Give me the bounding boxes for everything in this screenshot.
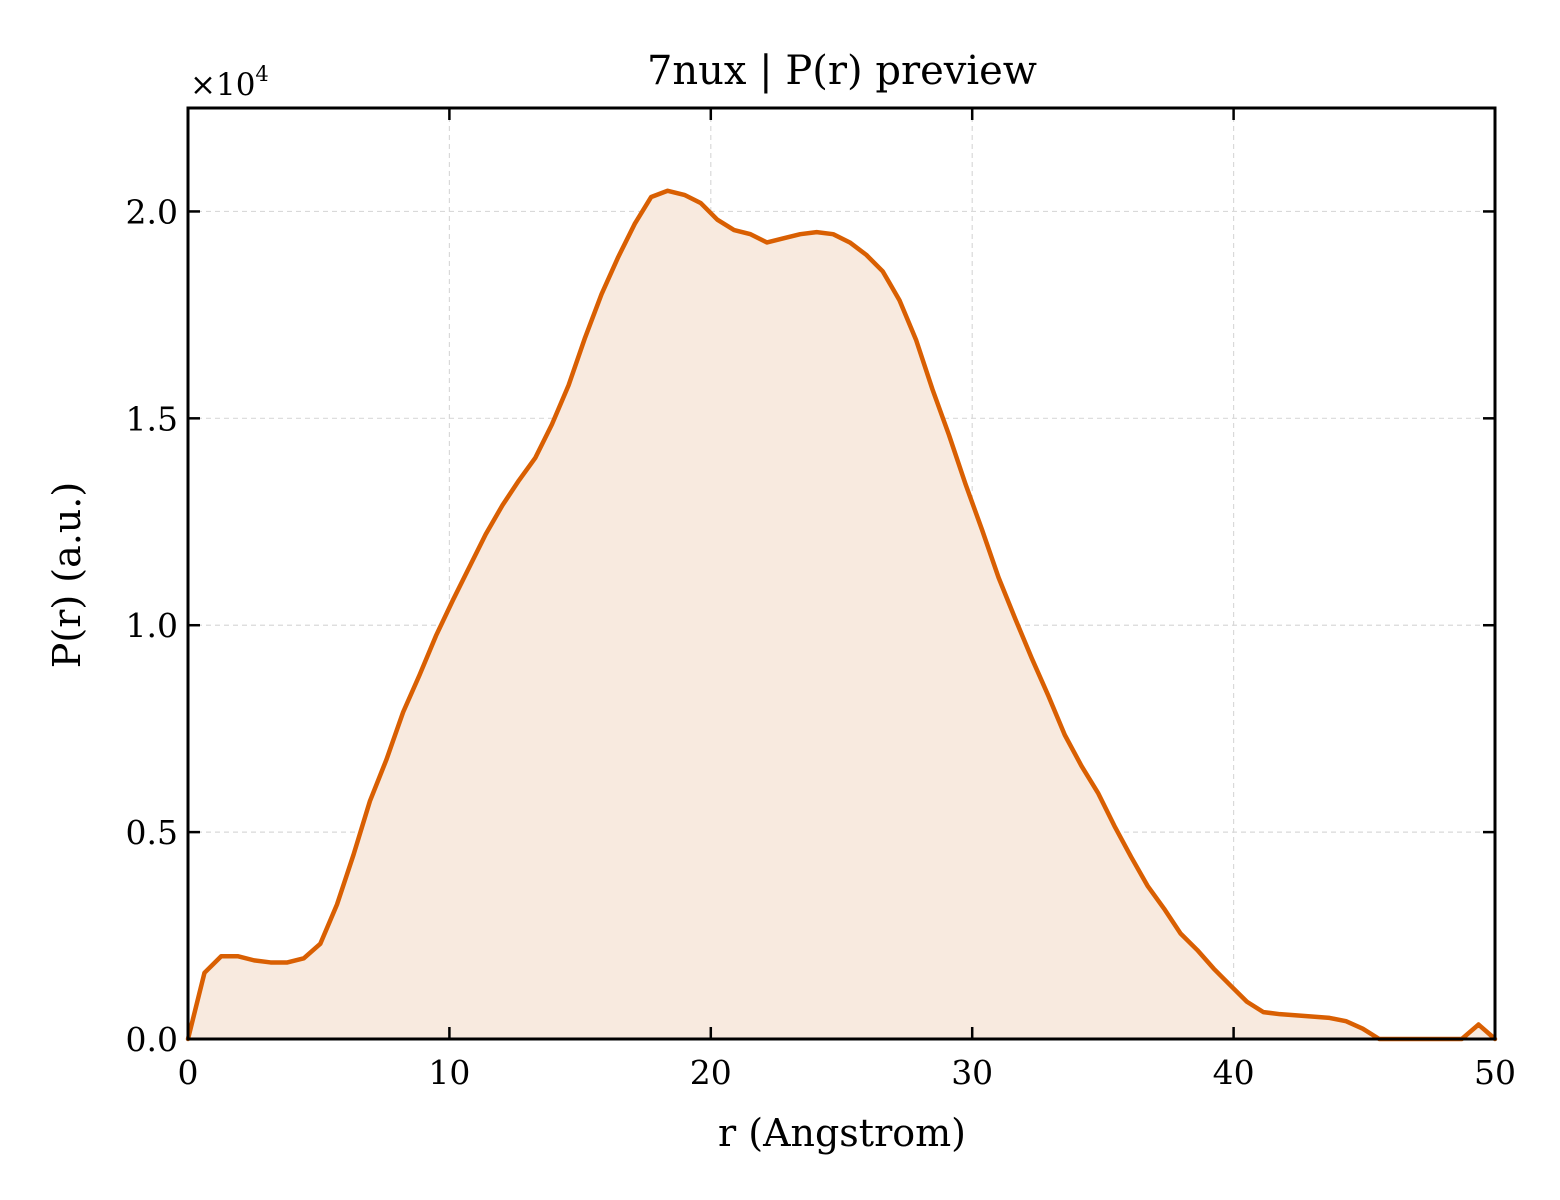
pr-area-fill xyxy=(188,190,1495,1039)
chart-title: 7nux | P(r) preview xyxy=(647,48,1037,94)
y-tick-label: 0.0 xyxy=(126,1020,178,1059)
y-tick-label: 0.5 xyxy=(126,813,178,852)
y-multiplier-exponent: 4 xyxy=(255,62,268,86)
y-multiplier-base: ×10 xyxy=(190,67,255,103)
x-tick-label: 0 xyxy=(178,1053,199,1092)
y-axis-label: P(r) (a.u.) xyxy=(45,482,89,668)
x-axis-label: r (Angstrom) xyxy=(718,1111,966,1155)
x-tick-label: 10 xyxy=(428,1053,470,1092)
x-tick-label: 30 xyxy=(951,1053,993,1092)
y-axis-multiplier: ×104 xyxy=(190,62,269,103)
x-tick-label: 20 xyxy=(690,1053,732,1092)
plot-frame xyxy=(186,106,1497,1041)
pr-curve-line xyxy=(185,188,1498,1042)
axis-ticks: 0 10 20 30 40 50 0.0 0.5 1.0 1.5 2.0 xyxy=(126,108,1516,1092)
y-tick-label: 1.0 xyxy=(126,606,178,645)
x-tick-label: 50 xyxy=(1474,1053,1516,1092)
y-tick-label: 1.5 xyxy=(126,399,178,438)
x-tick-label: 40 xyxy=(1213,1053,1255,1092)
y-tick-label: 2.0 xyxy=(126,192,178,231)
